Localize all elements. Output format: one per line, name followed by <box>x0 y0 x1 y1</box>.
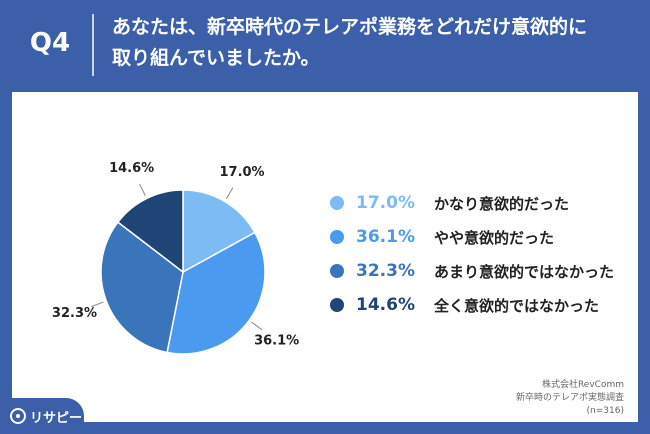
data-label: 32.3% <box>52 306 97 321</box>
legend-value: 17.0% <box>356 193 415 213</box>
data-label: 17.0% <box>219 165 264 180</box>
legend-swatch <box>330 230 344 244</box>
legend-swatch <box>330 298 344 312</box>
legend-item: 36.1% やや意欲的だった <box>330 220 614 254</box>
legend-swatch <box>330 264 344 278</box>
legend-label: 全く意欲的ではなかった <box>434 296 600 315</box>
pie-slice <box>116 189 184 274</box>
data-label: 14.6% <box>109 161 154 176</box>
source-survey: 新卒時のテレアポ実態調査 <box>515 393 624 403</box>
source-note: 株式会社RevComm 新卒時のテレアポ実態調査 (n=316) <box>516 379 624 418</box>
legend-value: 14.6% <box>356 295 415 315</box>
header: Q4 あなたは、新卒時代のテレアポ業務をどれだけ意欲的に 取り組んでいましたか。 <box>0 0 650 92</box>
brand-badge: リサピー <box>0 398 84 434</box>
source-company: 株式会社RevComm <box>541 380 624 390</box>
legend-value: 36.1% <box>356 227 415 247</box>
source-sample-size: (n=316) <box>586 406 624 416</box>
legend-item: 14.6% 全く意欲的ではなかった <box>330 288 614 322</box>
brand-logo-icon <box>10 408 26 424</box>
pie-slice <box>100 221 184 354</box>
question-title-line2: 取り組んでいましたか。 <box>112 47 320 69</box>
legend-value: 32.3% <box>356 261 415 281</box>
brand-name: リサピー <box>30 411 83 426</box>
legend: 17.0% かなり意欲的だった 36.1% やや意欲的だった 32.3% あまり… <box>330 186 614 322</box>
leader-line <box>251 321 263 331</box>
pie-slice <box>182 189 256 274</box>
pie-chart: 17.0% 36.1% 32.3% 14.6% <box>52 161 299 355</box>
question-title-line1: あなたは、新卒時代のテレアポ業務をどれだけ意欲的に <box>112 16 588 38</box>
legend-item: 17.0% かなり意欲的だった <box>330 186 614 220</box>
chart-panel: 17.0% 36.1% 32.3% 14.6% 17.0% かなり意欲的だった 36.… <box>12 92 638 422</box>
question-title: あなたは、新卒時代のテレアポ業務をどれだけ意欲的に 取り組んでいましたか。 <box>112 12 632 74</box>
leader-line <box>225 187 234 200</box>
question-number: Q4 <box>29 28 71 58</box>
header-divider <box>92 14 94 76</box>
legend-swatch <box>330 196 344 210</box>
legend-label: やや意欲的だった <box>434 228 555 247</box>
leader-line <box>139 183 146 197</box>
legend-item: 32.3% あまり意欲的ではなかった <box>330 254 614 288</box>
leader-line <box>91 301 104 308</box>
legend-label: かなり意欲的だった <box>434 194 570 213</box>
pie-slice <box>166 231 266 355</box>
data-label: 36.1% <box>254 333 299 348</box>
legend-label: あまり意欲的ではなかった <box>434 262 615 281</box>
